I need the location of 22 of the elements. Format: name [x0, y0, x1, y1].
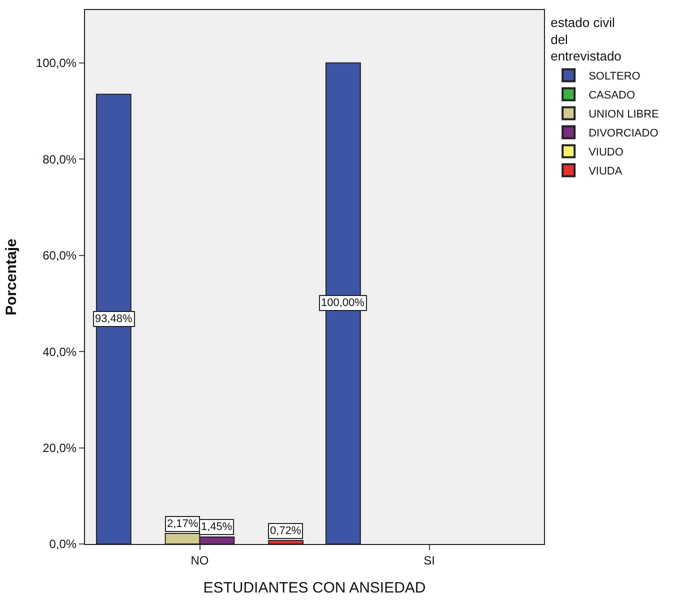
y-tick-label: 80,0% [42, 152, 77, 166]
legend-label: SOLTERO [588, 70, 641, 82]
y-tick-label: 40,0% [42, 344, 77, 359]
y-axis-title: Porcentaje [3, 238, 20, 316]
legend-title: estado civil del entrevistado [550, 14, 622, 64]
legend-label: VIUDA [588, 165, 623, 178]
data-label: 2,17% [167, 518, 198, 530]
legend-label: VIUDO [588, 146, 624, 158]
y-tick-label: 100,0% [36, 56, 77, 70]
legend-label: CASADO [588, 89, 636, 102]
x-tick-label: SI [424, 553, 435, 568]
x-tick-label: NO [190, 553, 209, 568]
y-tick-label: 20,0% [42, 440, 77, 455]
data-label: 1,45% [201, 521, 232, 533]
y-tick-label: 60,0% [42, 248, 77, 263]
y-tick-label: 0,0% [49, 537, 77, 552]
data-label: 0,72% [270, 525, 302, 537]
legend-label: DIVORCIADO [588, 127, 659, 140]
x-axis-title: ESTUDIANTES CON ANSIEDAD [203, 579, 426, 596]
data-label: 93,48% [95, 313, 133, 325]
legend-label: UNION LIBRE [588, 108, 659, 120]
data-label: 100,00% [321, 297, 365, 309]
